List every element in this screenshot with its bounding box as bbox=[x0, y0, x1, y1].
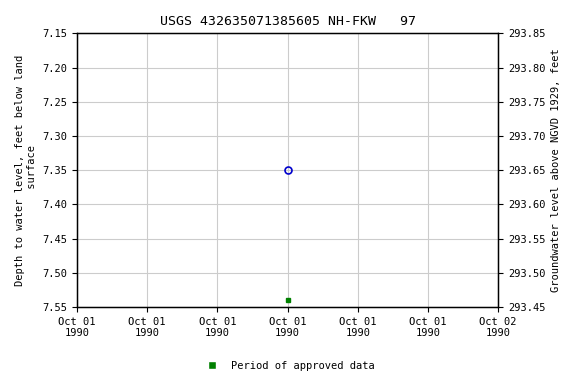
Title: USGS 432635071385605 NH-FKW   97: USGS 432635071385605 NH-FKW 97 bbox=[160, 15, 415, 28]
Legend: Period of approved data: Period of approved data bbox=[198, 357, 378, 375]
Y-axis label: Groundwater level above NGVD 1929, feet: Groundwater level above NGVD 1929, feet bbox=[551, 48, 561, 292]
Y-axis label: Depth to water level, feet below land
 surface: Depth to water level, feet below land su… bbox=[15, 55, 37, 286]
